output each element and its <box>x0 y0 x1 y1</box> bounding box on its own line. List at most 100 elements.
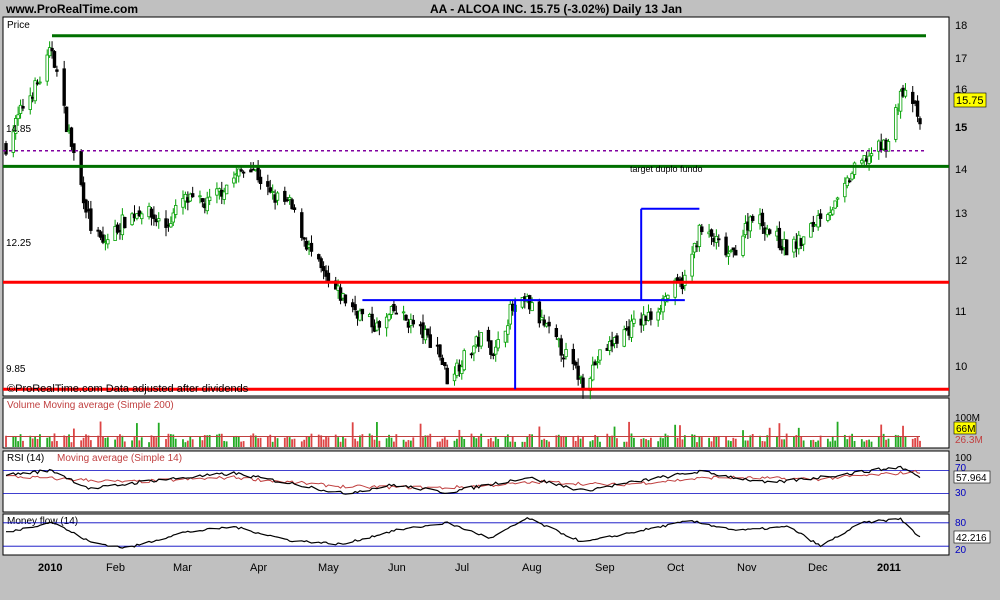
volume-bar <box>548 441 550 447</box>
volume-bar <box>68 434 70 447</box>
volume-bar <box>155 437 158 447</box>
volume-bar <box>441 438 444 447</box>
volume-bar <box>167 433 170 447</box>
volume-bar <box>545 440 548 447</box>
candle-body <box>452 373 457 382</box>
rsi-tick: 30 <box>955 488 967 499</box>
candle-body <box>106 239 110 245</box>
volume-bar <box>698 436 701 447</box>
mf-line <box>6 516 921 549</box>
candle-body <box>69 127 74 147</box>
last-price-box <box>953 92 987 108</box>
candle-body <box>140 213 144 220</box>
volume-bar <box>97 435 100 447</box>
candle-body <box>392 303 396 312</box>
candlesticks <box>4 41 922 400</box>
candle-body <box>55 69 59 72</box>
candle-body <box>62 68 66 106</box>
volume-bar <box>218 433 221 447</box>
candle-body <box>113 226 117 241</box>
candle-body <box>370 313 374 328</box>
rsi-tick: 57.964 <box>956 473 987 484</box>
volume-bar <box>342 436 344 447</box>
volume-bar <box>785 433 788 447</box>
volume-bar <box>368 433 371 447</box>
candle-body <box>661 298 665 313</box>
x-tick: Jul <box>455 562 469 574</box>
candle-body <box>675 277 680 282</box>
x-tick: Jun <box>388 562 406 574</box>
volume-bar <box>140 437 143 447</box>
volume-bar <box>240 441 243 447</box>
candle-body <box>149 208 154 218</box>
candle-body <box>445 367 449 385</box>
volume-bar <box>557 434 560 447</box>
volume-bar <box>5 435 7 447</box>
candle-body <box>683 274 687 286</box>
candle-body <box>157 218 161 222</box>
mf-tick: 80 <box>955 518 967 529</box>
volume-bar <box>288 437 291 447</box>
candle-body <box>4 143 8 155</box>
candle-body <box>285 199 289 202</box>
volume-bar <box>426 435 429 447</box>
candle-body <box>18 104 23 114</box>
price-tick: 11 <box>955 306 966 318</box>
volume-bar <box>409 440 412 447</box>
volume-bar <box>831 437 834 447</box>
candle-body <box>649 311 653 320</box>
volume-bar <box>191 439 194 447</box>
volume-bar <box>308 436 310 447</box>
volume-bar <box>715 436 718 447</box>
volume-bar <box>225 441 228 447</box>
volume-bar <box>206 435 209 447</box>
candle-body <box>38 81 42 84</box>
volume-bar <box>766 435 769 447</box>
volume-bar <box>521 441 524 447</box>
volume-bar <box>887 438 890 447</box>
volume-bar <box>70 442 73 447</box>
candle-body <box>666 294 670 299</box>
candle-body <box>886 141 891 152</box>
volume-bar <box>276 438 279 447</box>
rsi-tick: 70 <box>955 463 967 474</box>
x-tick: Aug <box>522 562 542 574</box>
candle-body <box>780 245 784 251</box>
volume-bar <box>894 434 897 447</box>
candle-body <box>632 318 636 324</box>
volume-bar <box>480 433 483 447</box>
volume-bar <box>46 437 49 447</box>
candle-body <box>574 361 578 366</box>
price-panel <box>2 16 950 397</box>
volume-bar <box>768 427 771 447</box>
volume-bar <box>157 422 160 447</box>
volume-bar <box>645 439 647 447</box>
volume-bar <box>34 436 36 447</box>
candle-body <box>811 221 816 227</box>
volume-bar <box>647 440 650 447</box>
volume-bar <box>201 440 204 447</box>
volume-bar <box>783 439 786 447</box>
candle-body <box>426 328 430 336</box>
candle-body <box>309 242 314 252</box>
volume-bar <box>216 434 218 447</box>
volume-bar <box>836 421 839 447</box>
candle-body <box>224 184 229 195</box>
volume-bar <box>630 433 633 447</box>
volume-bar <box>734 438 737 447</box>
mf-tick: 42.216 <box>956 533 987 544</box>
volume-bar <box>371 435 373 447</box>
candle-body <box>249 169 253 173</box>
candle-body <box>564 349 568 358</box>
volume-bar <box>696 442 698 447</box>
volume-bar <box>359 435 361 447</box>
candle-body <box>137 210 142 217</box>
volume-bar <box>65 436 68 447</box>
volume-bar <box>252 433 255 447</box>
volume-bar <box>422 437 424 447</box>
volume-bar <box>133 436 136 447</box>
x-tick: Oct <box>667 562 684 574</box>
chart-title: AA - ALCOA INC. 15.75 (-3.02%) Daily 13 … <box>430 2 683 16</box>
volume-bar <box>19 434 22 447</box>
